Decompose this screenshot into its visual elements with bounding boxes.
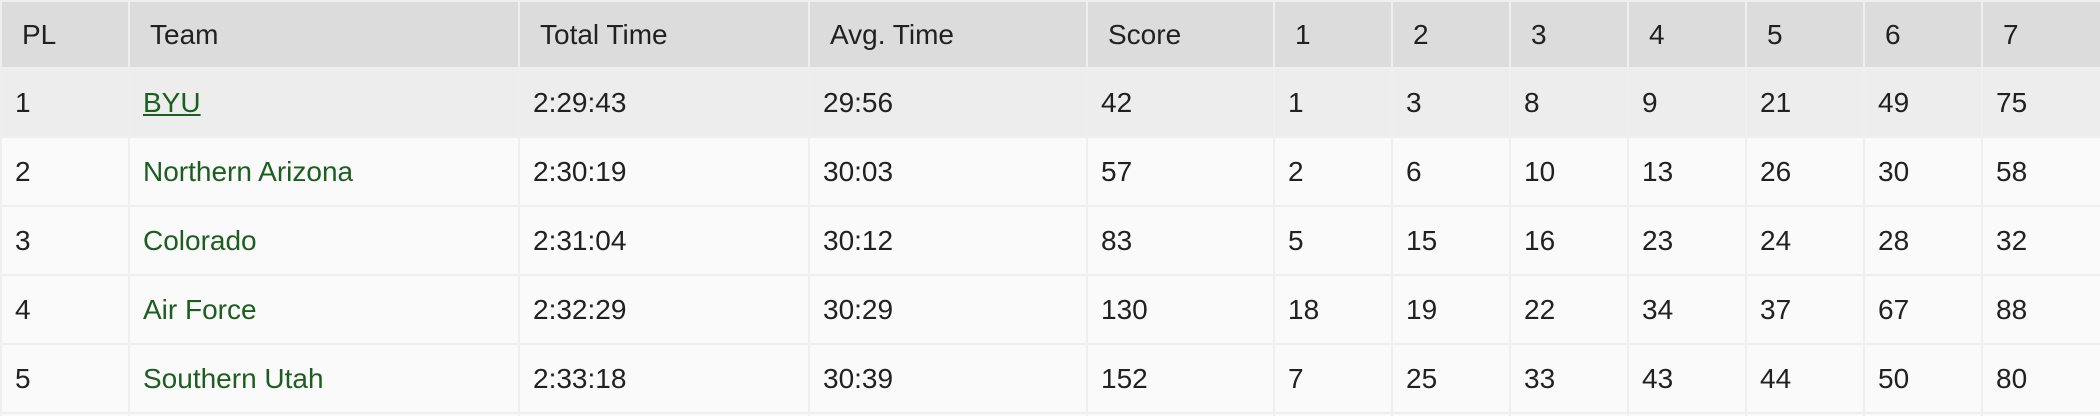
place-cell: 13	[1629, 138, 1745, 205]
column-header-place-5: 5	[1747, 2, 1863, 67]
avg-time-cell: 30:39	[810, 345, 1086, 412]
team-link[interactable]: Air Force	[143, 293, 257, 325]
pl-cell: 3	[2, 207, 128, 274]
place-cell: 5	[1275, 207, 1391, 274]
column-header-place-6: 6	[1865, 2, 1981, 67]
place-cell: 15	[1393, 207, 1509, 274]
place-cell: 1	[1275, 69, 1391, 136]
table-row: 5 Southern Utah 2:33:18 30:39 152 7 25 3…	[2, 345, 2100, 412]
total-time-cell: 2:32:29	[520, 276, 808, 343]
place-cell: 58	[1983, 138, 2100, 205]
avg-time-cell: 30:29	[810, 276, 1086, 343]
place-cell	[1275, 414, 1391, 416]
column-header-place-7: 7	[1983, 2, 2100, 67]
place-cell: 75	[1983, 69, 2100, 136]
place-cell: 88	[1983, 276, 2100, 343]
place-cell	[1747, 414, 1863, 416]
pl-cell: 4	[2, 276, 128, 343]
place-cell: 23	[1629, 207, 1745, 274]
total-time-cell: 2:30:19	[520, 138, 808, 205]
place-cell	[1983, 414, 2100, 416]
place-cell: 30	[1865, 138, 1981, 205]
score-cell: 42	[1088, 69, 1273, 136]
pl-cell: 1	[2, 69, 128, 136]
place-cell: 44	[1747, 345, 1863, 412]
place-cell: 16	[1511, 207, 1627, 274]
place-cell: 50	[1865, 345, 1981, 412]
score-cell: 83	[1088, 207, 1273, 274]
place-cell: 7	[1275, 345, 1391, 412]
table-row: 4 Air Force 2:32:29 30:29 130 18 19 22 3…	[2, 276, 2100, 343]
column-header-place-2: 2	[1393, 2, 1509, 67]
team-link[interactable]: Northern Arizona	[143, 155, 354, 187]
column-header-score: Score	[1088, 2, 1273, 67]
place-cell: 43	[1629, 345, 1745, 412]
place-cell: 80	[1983, 345, 2100, 412]
table-header-row: PL Team Total Time Avg. Time Score 1 2 3…	[2, 2, 2100, 67]
team-cell: Southern Utah	[130, 345, 518, 412]
pl-cell	[2, 414, 128, 416]
team-cell: Northern Arizona	[130, 138, 518, 205]
place-cell	[1393, 414, 1509, 416]
team-cell: Air Force	[130, 276, 518, 343]
place-cell: 8	[1511, 69, 1627, 136]
team-link[interactable]: BYU	[143, 86, 201, 118]
place-cell: 22	[1511, 276, 1627, 343]
place-cell: 25	[1393, 345, 1509, 412]
column-header-avg-time: Avg. Time	[810, 2, 1086, 67]
avg-time-cell: 30:03	[810, 138, 1086, 205]
score-cell: 152	[1088, 345, 1273, 412]
score-cell: 57	[1088, 138, 1273, 205]
place-cell: 21	[1747, 69, 1863, 136]
team-cell: BYU	[130, 69, 518, 136]
team-cell: Colorado	[130, 207, 518, 274]
team-link[interactable]: Southern Utah	[143, 362, 324, 394]
column-header-total-time: Total Time	[520, 2, 808, 67]
place-cell: 18	[1275, 276, 1391, 343]
place-cell: 37	[1747, 276, 1863, 343]
place-cell: 28	[1865, 207, 1981, 274]
team-link[interactable]: Colorado	[143, 224, 257, 256]
place-cell: 34	[1629, 276, 1745, 343]
place-cell: 33	[1511, 345, 1627, 412]
column-header-place-4: 4	[1629, 2, 1745, 67]
column-header-pl: PL	[2, 2, 128, 67]
place-cell	[1865, 414, 1981, 416]
place-cell: 3	[1393, 69, 1509, 136]
place-cell: 24	[1747, 207, 1863, 274]
place-cell: 49	[1865, 69, 1981, 136]
table-row: 1 BYU 2:29:43 29:56 42 1 3 8 9 21 49 75	[2, 69, 2100, 136]
place-cell: 6	[1393, 138, 1509, 205]
place-cell: 32	[1983, 207, 2100, 274]
avg-time-cell	[810, 414, 1086, 416]
table-row-partial	[2, 414, 2100, 416]
total-time-cell: 2:31:04	[520, 207, 808, 274]
column-header-team: Team	[130, 2, 518, 67]
total-time-cell: 2:29:43	[520, 69, 808, 136]
score-cell	[1088, 414, 1273, 416]
place-cell	[1511, 414, 1627, 416]
place-cell	[1629, 414, 1745, 416]
column-header-place-3: 3	[1511, 2, 1627, 67]
avg-time-cell: 29:56	[810, 69, 1086, 136]
total-time-cell: 2:33:18	[520, 345, 808, 412]
table-row: 2 Northern Arizona 2:30:19 30:03 57 2 6 …	[2, 138, 2100, 205]
place-cell: 67	[1865, 276, 1981, 343]
place-cell: 26	[1747, 138, 1863, 205]
place-cell: 2	[1275, 138, 1391, 205]
avg-time-cell: 30:12	[810, 207, 1086, 274]
table-row: 3 Colorado 2:31:04 30:12 83 5 15 16 23 2…	[2, 207, 2100, 274]
place-cell: 19	[1393, 276, 1509, 343]
column-header-place-1: 1	[1275, 2, 1391, 67]
pl-cell: 2	[2, 138, 128, 205]
score-cell: 130	[1088, 276, 1273, 343]
total-time-cell	[520, 414, 808, 416]
team-cell	[130, 414, 518, 416]
place-cell: 10	[1511, 138, 1627, 205]
pl-cell: 5	[2, 345, 128, 412]
place-cell: 9	[1629, 69, 1745, 136]
